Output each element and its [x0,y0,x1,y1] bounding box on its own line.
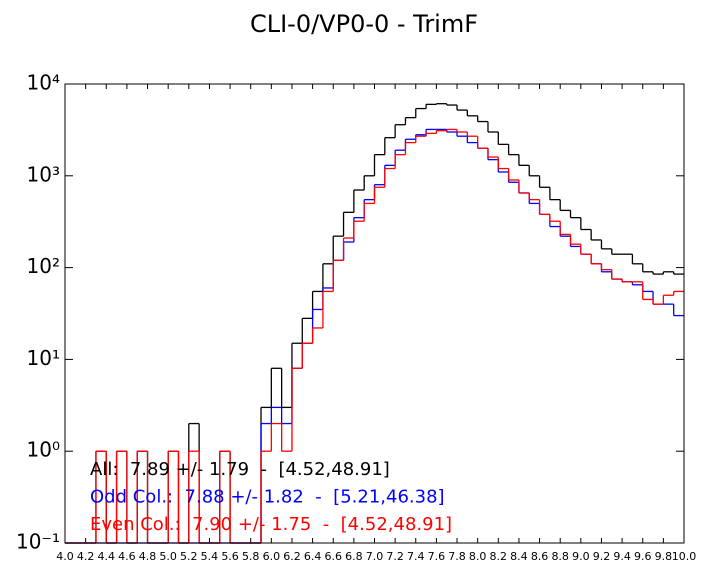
y-tick-label: 10⁴ [27,71,60,95]
x-tick-label: 9.0 [572,550,590,563]
x-tick-label: 6.6 [324,550,342,563]
x-tick-label: 9.4 [613,550,631,563]
x-tick-label: 9.8 [655,550,673,563]
x-tick-label: 6.2 [283,550,301,563]
x-tick-label: 4.6 [118,550,136,563]
legend-entry: All: 7.89 +/- 1.79 - [4.52,48.91] [90,459,390,480]
x-tick-label: 9.2 [593,550,611,563]
y-tick-label: 10⁻¹ [16,530,60,554]
y-tick-label: 10² [27,254,60,278]
y-tick-label: 10¹ [27,346,60,370]
x-tick-label: 7.0 [366,550,384,563]
x-tick-label: 8.4 [510,550,528,563]
x-tick-label: 4.8 [139,550,157,563]
x-tick-label: 10.0 [672,550,697,563]
x-tick-label: 4.4 [98,550,116,563]
x-tick-label: 7.8 [448,550,466,563]
x-tick-label: 6.8 [345,550,363,563]
legend-entry: Even Col.: 7.90 +/- 1.75 - [4.52,48.91] [90,514,452,535]
x-tick-label: 6.0 [263,550,281,563]
x-tick-label: 8.8 [551,550,569,563]
x-tick-label: 4.2 [77,550,95,563]
x-tick-label: 8.6 [531,550,549,563]
x-tick-label: 7.6 [428,550,446,563]
y-tick-label: 10³ [27,162,60,186]
x-tick-label: 5.8 [242,550,260,563]
chart-title: CLI-0/VP0-0 - TrimF [250,10,478,38]
x-tick-label: 9.6 [634,550,652,563]
x-tick-label: 8.0 [469,550,487,563]
x-tick-label: 4.0 [56,550,74,563]
y-tick-label: 10⁰ [27,438,60,462]
x-tick-label: 6.4 [304,550,322,563]
x-tick-label: 8.2 [490,550,508,563]
x-tick-label: 5.2 [180,550,198,563]
plot-frame [64,83,685,544]
x-tick-label: 5.6 [221,550,239,563]
x-tick-label: 5.4 [201,550,219,563]
x-tick-label: 7.2 [386,550,404,563]
legend-entry: Odd Col.: 7.88 +/- 1.82 - [5.21,46.38] [90,487,445,508]
x-tick-label: 7.4 [407,550,425,563]
x-tick-label: 5.0 [159,550,177,563]
